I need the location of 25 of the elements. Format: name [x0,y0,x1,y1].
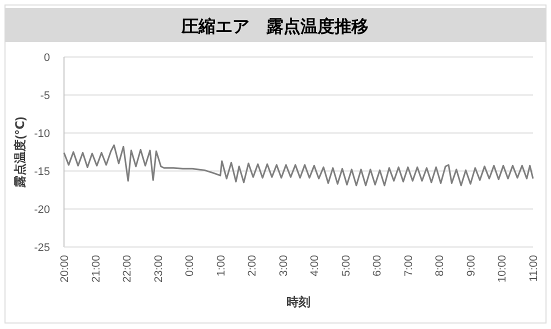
x-tick-label: 11:00 [528,255,540,282]
y-tick-label: -10 [34,128,50,140]
x-tick-label: 10:00 [496,255,509,283]
x-tick-label: 4:00 [309,255,322,276]
x-tick-label: 1:00 [215,255,228,276]
x-tick-label: 22:00 [122,255,134,283]
x-tick-label: 5:00 [340,255,352,276]
x-tick-label: 21:00 [90,255,102,283]
x-tick-label: 20:00 [59,255,71,283]
x-tick-label: 23:00 [152,255,165,283]
x-tick-label: 9:00 [465,255,478,276]
chart-title: 圧縮エア 露点温度推移 [180,17,368,36]
x-tick-label: 8:00 [434,255,446,276]
y-tick-label: -20 [34,204,50,216]
x-tick-label: 7:00 [402,255,415,276]
x-tick-label: 2:00 [246,255,259,276]
x-tick-label: 6:00 [372,255,384,276]
y-tick-label: -15 [34,166,50,178]
y-tick-label: -25 [34,242,50,254]
y-axis-title: 露点温度(℃) [13,116,27,188]
y-tick-label: -5 [40,90,50,102]
x-tick-label: 0:00 [184,255,196,276]
x-tick-label: 3:00 [278,255,290,276]
y-tick-label: 0 [44,52,50,64]
x-axis-title: 時刻 [286,295,310,309]
